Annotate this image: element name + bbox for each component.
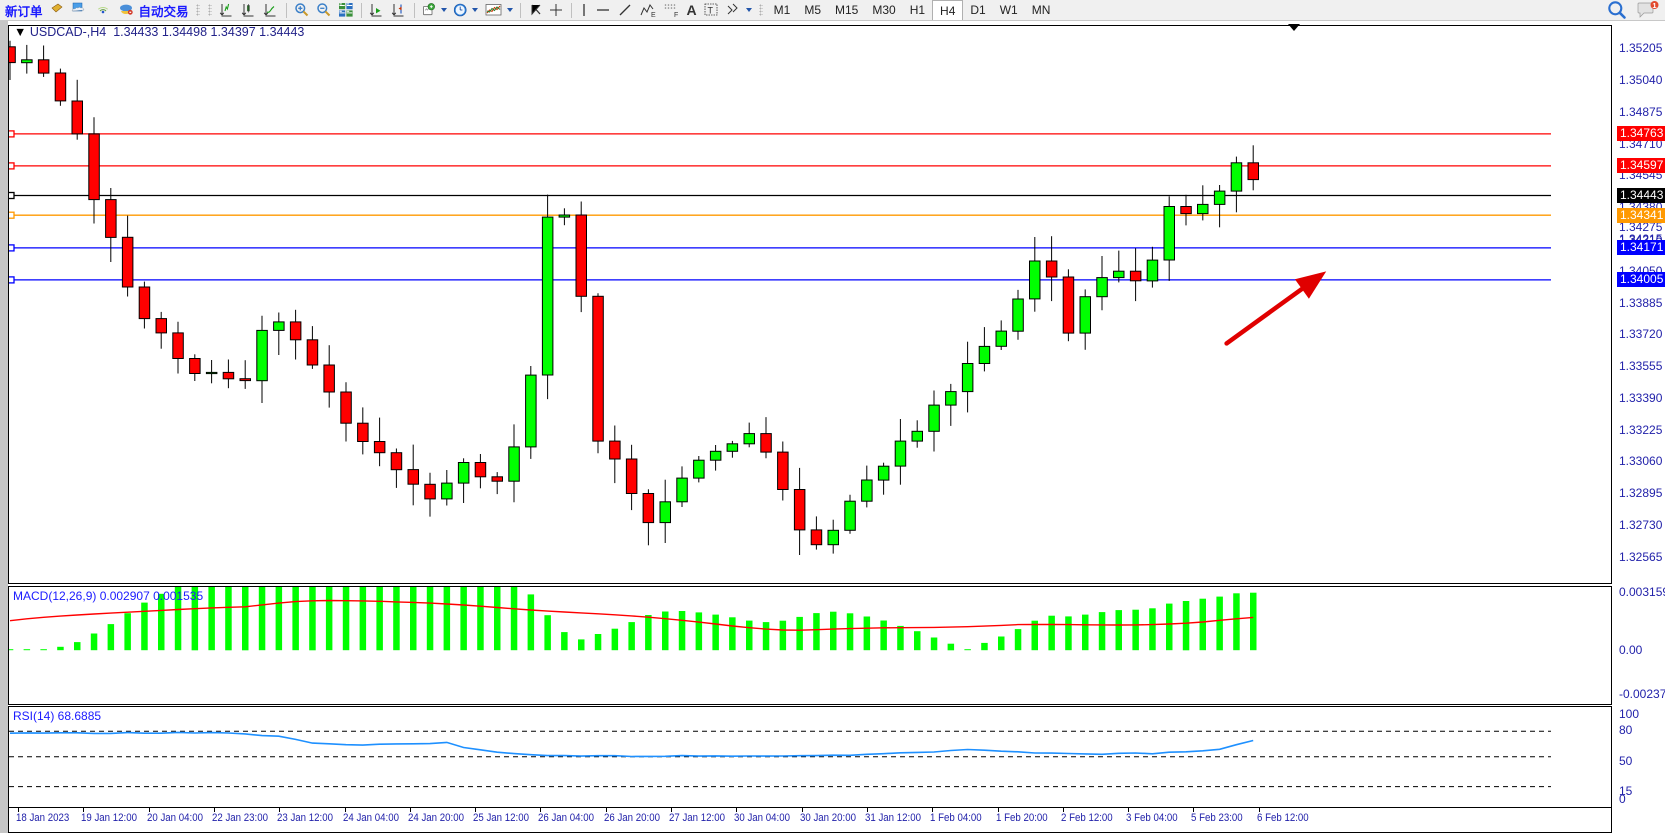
svg-text:F: F xyxy=(674,12,678,18)
svg-text:T: T xyxy=(707,6,713,16)
svg-text:1: 1 xyxy=(1652,1,1656,10)
svg-text:E: E xyxy=(651,12,656,18)
